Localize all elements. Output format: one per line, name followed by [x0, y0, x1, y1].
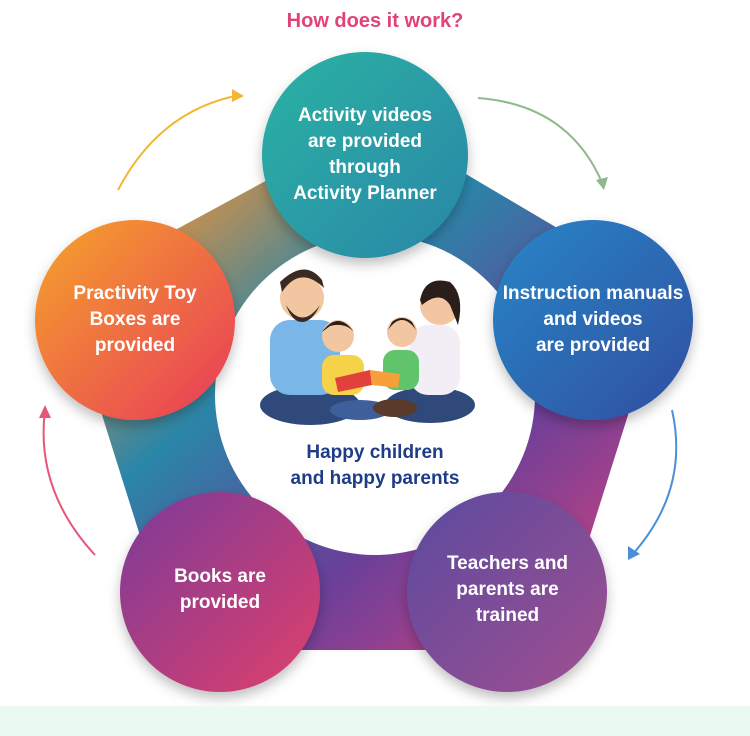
step-circle-toy-boxes — [35, 220, 235, 420]
step-label-activity-videos: Activity videos are provided through Act… — [293, 105, 437, 204]
step-label-toy-boxes: Practivity Toy Boxes are provided — [73, 283, 197, 356]
step-circle-instruction-manuals — [493, 220, 693, 420]
center-caption: Happy children and happy parents — [290, 442, 460, 489]
arrow-left-to-top — [117, 89, 244, 191]
bottom-strip — [0, 706, 750, 736]
step-label-teachers-trained: Teachers and parents are trained — [446, 553, 569, 626]
diagram-title: How does it work? — [286, 10, 464, 32]
step-circle-teachers-trained — [407, 492, 607, 692]
step-label-books: Books are provided — [174, 566, 266, 613]
step-circle-activity-videos — [262, 52, 468, 258]
arrow-right-to-bottom — [628, 409, 678, 560]
arrow-bottom-to-left — [39, 405, 96, 556]
family-reading-illustration — [260, 269, 475, 425]
step-label-instruction-manuals: Instruction manuals and videos are provi… — [502, 283, 684, 356]
step-circle-books — [120, 492, 320, 692]
arrow-top-to-right — [477, 97, 608, 190]
